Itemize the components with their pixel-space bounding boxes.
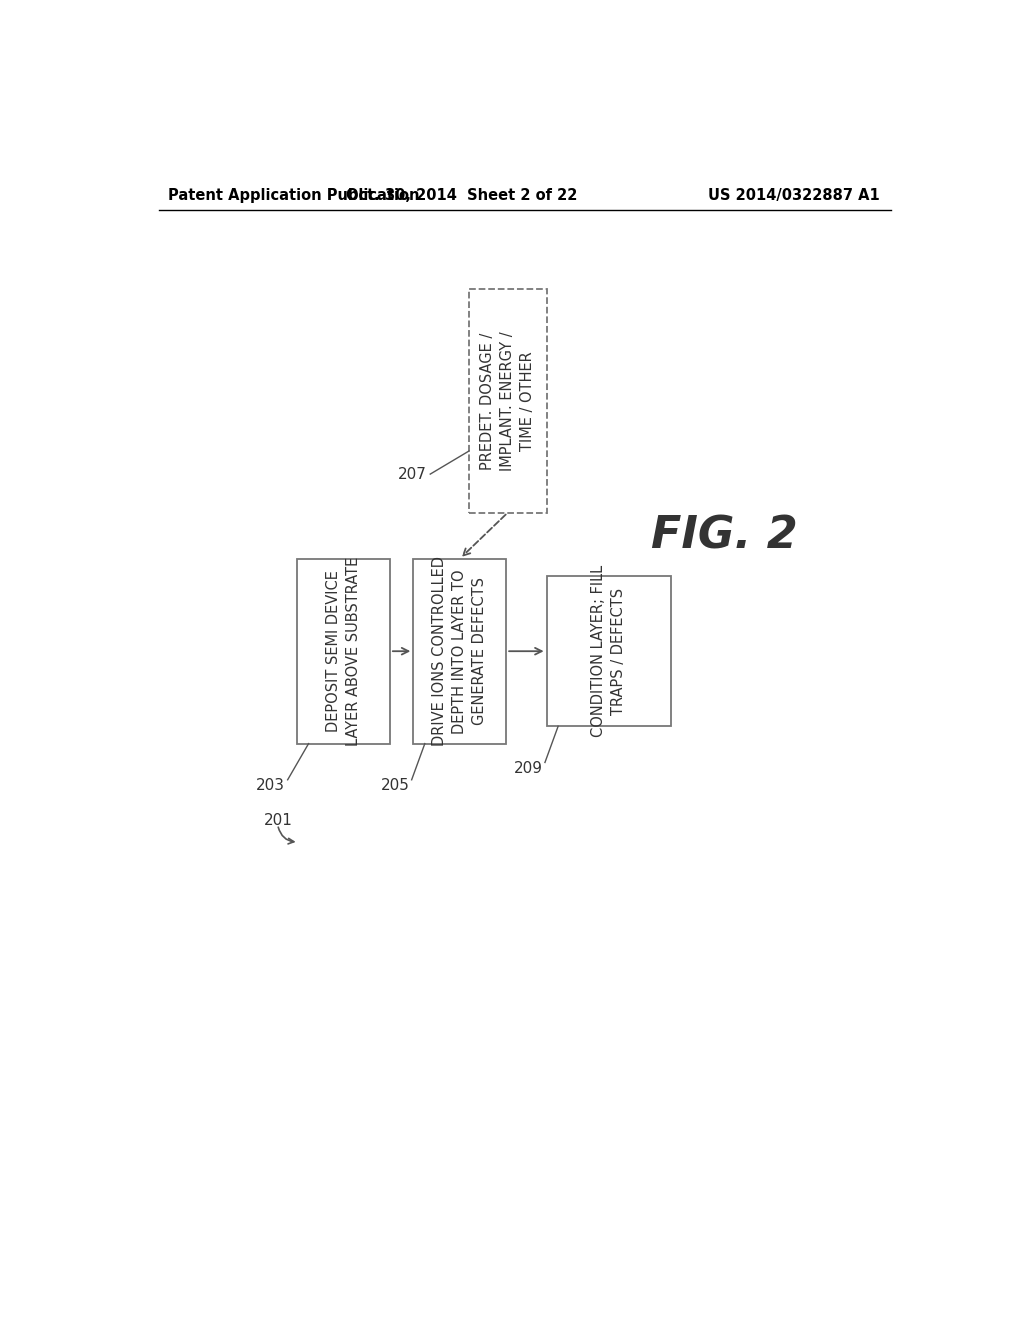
Text: 203: 203 xyxy=(256,779,286,793)
Text: Patent Application Publication: Patent Application Publication xyxy=(168,187,420,203)
Bar xyxy=(547,576,671,726)
Text: DEPOSIT SEMI DEVICE
LAYER ABOVE SUBSTRATE: DEPOSIT SEMI DEVICE LAYER ABOVE SUBSTRAT… xyxy=(326,557,360,746)
Text: 201: 201 xyxy=(263,813,293,828)
Text: PREDET. DOSAGE /
IMPLANT. ENERGY /
TIME / OTHER: PREDET. DOSAGE / IMPLANT. ENERGY / TIME … xyxy=(480,331,536,471)
Bar xyxy=(297,558,390,743)
Text: US 2014/0322887 A1: US 2014/0322887 A1 xyxy=(708,187,880,203)
Text: 209: 209 xyxy=(514,762,543,776)
Text: 207: 207 xyxy=(397,466,426,482)
Text: 205: 205 xyxy=(381,779,410,793)
Text: FIG. 2: FIG. 2 xyxy=(651,515,798,557)
Text: DRIVE IONS CONTROLLED
DEPTH INTO LAYER TO
GENERATE DEFECTS: DRIVE IONS CONTROLLED DEPTH INTO LAYER T… xyxy=(432,556,487,746)
Text: Oct. 30, 2014  Sheet 2 of 22: Oct. 30, 2014 Sheet 2 of 22 xyxy=(345,187,577,203)
Text: CONDITION LAYER; FILL
TRAPS / DEFECTS: CONDITION LAYER; FILL TRAPS / DEFECTS xyxy=(591,565,626,738)
Bar xyxy=(469,289,547,512)
Bar xyxy=(414,558,506,743)
